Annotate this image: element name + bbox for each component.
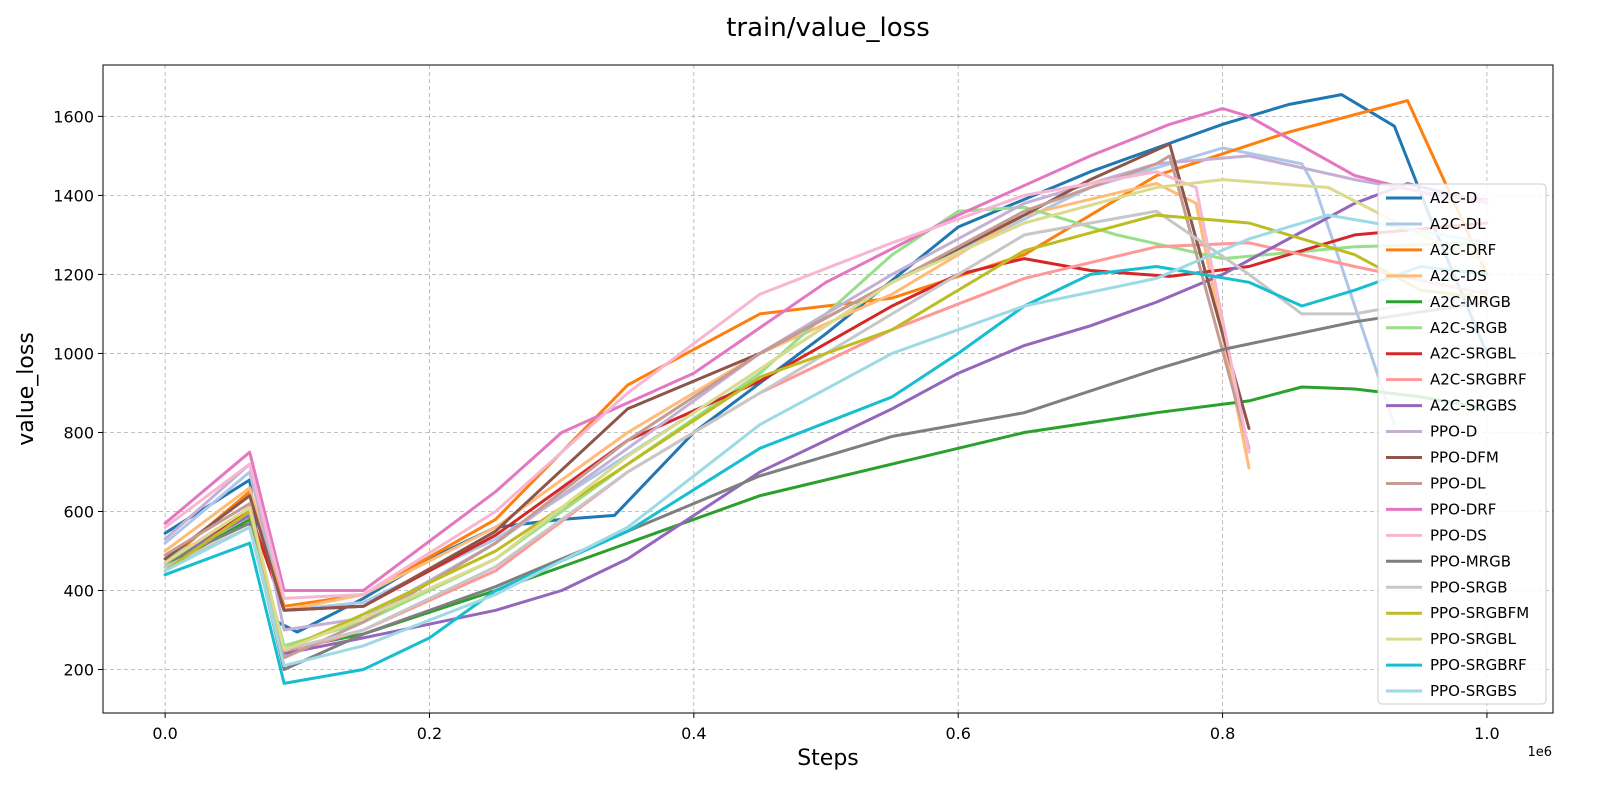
- legend-label: A2C-MRGB: [1430, 293, 1511, 311]
- x-tick-label: 0.2: [417, 724, 442, 743]
- y-tick-label: 1000: [53, 344, 94, 363]
- series-line-a2c-srgb: [163, 205, 1489, 648]
- series-line-a2c-mrgb: [163, 385, 1489, 652]
- legend-label: PPO-DL: [1430, 474, 1486, 492]
- legend-label: A2C-DS: [1430, 267, 1487, 285]
- y-tick-label: 1600: [53, 107, 94, 126]
- y-tick-label: 600: [63, 502, 94, 521]
- series-line-ppo-drf: [163, 107, 1489, 592]
- series-line-ppo-srgbs: [163, 213, 1489, 668]
- legend-label: A2C-DRF: [1430, 241, 1496, 259]
- legend-label: PPO-D: [1430, 423, 1477, 441]
- series-line-ppo-srgb: [163, 209, 1489, 652]
- legend-label: PPO-SRGBFM: [1430, 604, 1529, 622]
- series-line-ppo-dfm: [163, 142, 1251, 612]
- x-tick-label: 0.6: [945, 724, 970, 743]
- series-line-a2c-srgbs: [163, 182, 1489, 656]
- legend-label: PPO-SRGBL: [1430, 630, 1517, 648]
- x-axis-offset-label: 1e6: [1527, 745, 1552, 760]
- chart-title: train/value_loss: [726, 13, 930, 43]
- y-tick-label: 200: [63, 661, 94, 680]
- y-tick-label: 1200: [53, 265, 94, 284]
- legend-label: A2C-SRGBRF: [1430, 371, 1527, 389]
- series-line-ppo-dl: [163, 154, 1251, 660]
- series-line-ppo-srgbrf: [163, 265, 1489, 685]
- legend-label: PPO-DFM: [1430, 449, 1499, 467]
- legend-label: A2C-DL: [1430, 215, 1486, 233]
- legend-label: A2C-SRGBS: [1430, 397, 1517, 415]
- series-line-a2c-ds: [163, 182, 1251, 612]
- x-tick-label: 0.0: [152, 724, 177, 743]
- legend-box: [1377, 183, 1547, 705]
- legend-label: PPO-SRGB: [1430, 578, 1508, 596]
- legend-label: PPO-MRGB: [1430, 552, 1511, 570]
- x-tick-label: 1.0: [1474, 724, 1499, 743]
- y-tick-label: 400: [63, 582, 94, 601]
- legend: A2C-D A2C-DL A2C-DRF A2C-DS A2C-MRGB A2C-SRGB…: [1377, 183, 1547, 705]
- series-line-ppo-ds: [163, 170, 1251, 600]
- legend-label: PPO-SRGBS: [1430, 682, 1517, 700]
- series-lines: [163, 93, 1489, 685]
- plot-frame: [102, 64, 1554, 714]
- series-line-a2c-d: [163, 93, 1489, 634]
- series-line-ppo-mrgb: [163, 300, 1489, 671]
- axis-ticks: 0.0 0.2 0.4 0.6 0.8 1.0 200 400 600 800 1000 1200 14…: [53, 107, 1499, 743]
- legend-label: PPO-DRF: [1430, 500, 1496, 518]
- legend-label: PPO-DS: [1430, 526, 1487, 544]
- x-tick-label: 0.4: [681, 724, 706, 743]
- series-line-a2c-dl: [163, 146, 1396, 612]
- x-tick-label: 0.8: [1210, 724, 1235, 743]
- x-axis-label: Steps: [797, 746, 859, 771]
- legend-label: A2C-SRGB: [1430, 319, 1508, 337]
- series-line-ppo-srgbl: [163, 178, 1489, 652]
- series-line-a2c-drf: [163, 99, 1489, 608]
- y-tick-label: 800: [63, 423, 94, 442]
- legend-label: A2C-D: [1430, 189, 1477, 207]
- y-axis-label: value_loss: [14, 332, 39, 446]
- y-tick-label: 1400: [53, 186, 94, 205]
- legend-label: A2C-SRGBL: [1430, 345, 1517, 363]
- legend-label: PPO-SRGBRF: [1430, 656, 1527, 674]
